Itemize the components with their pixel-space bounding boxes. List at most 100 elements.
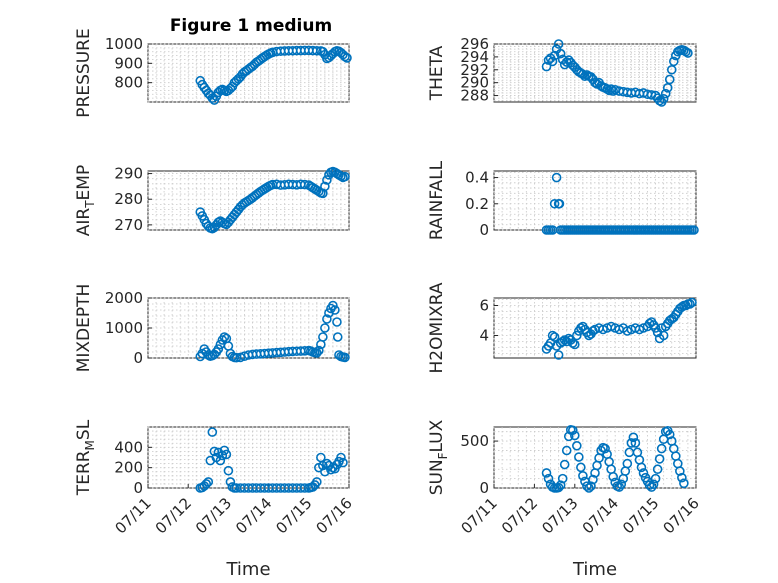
y-tick-label: 290 [114,165,143,183]
data-point [608,471,618,482]
y-tick-label: 4 [479,327,489,345]
y-tick-label: 296 [460,35,489,53]
y-tick-label: 400 [114,438,143,456]
data-point [648,479,659,490]
data-point [299,179,310,190]
data-point [630,438,641,448]
data-point [340,171,350,182]
data-point [314,345,324,356]
data-point [209,446,220,457]
data-point [588,474,598,485]
data-point [549,198,560,209]
data-point [336,452,346,463]
y-tick-label: 1000 [105,319,143,337]
data-point [600,443,610,454]
y-tick-label: 800 [114,74,143,92]
data-point [569,430,580,441]
y-axis-label: AIRTEMP [74,165,97,236]
data-point [572,330,582,341]
data-point [340,51,350,62]
data-point [541,61,552,72]
data-point [543,55,554,65]
data-point [574,452,584,462]
figure-title: Figure 1 medium [170,16,332,36]
data-point [679,478,689,489]
data-point [576,462,586,473]
data-point [547,56,558,67]
y-tick-label: 500 [460,432,489,450]
data-point [652,464,663,475]
data-point [675,466,685,476]
subplot-rainfall: 0 0.2 0.4 RAINFALL [427,160,699,240]
data-point [201,479,212,489]
data-point [677,472,687,483]
data-point [322,314,332,324]
data-point [656,443,667,454]
y-tick-label: 0 [479,479,489,497]
y-tick-label: 0.4 [465,169,489,187]
data-point [664,74,675,85]
y-tick-label: 292 [460,61,489,79]
y-tick-label: 6 [479,297,489,315]
x-tick-label: 07/13 [538,494,581,537]
x-tick-label: 07/15 [619,494,662,537]
data-point [326,464,336,475]
y-axis-label: PRESSURE [74,28,94,117]
y-tick-label: 280 [114,190,143,208]
data-point [215,455,226,466]
data-point [203,477,214,487]
x-tick-label: 07/11 [458,494,501,537]
y-tick-label: 1000 [105,35,143,53]
data-point [582,481,592,491]
data-point [332,332,343,342]
data-point [666,64,677,75]
data-point [223,465,234,476]
x-tick-label: 07/14 [232,494,275,537]
subplot-h2omixra: 4 6 H2OMIXRA [427,282,697,374]
data-point [683,48,693,58]
data-point [586,481,596,491]
y-axis-label: MIXDEPTH [74,284,94,373]
data-point [572,440,582,451]
y-axis-label: TERRMSL [74,419,97,496]
y-tick-label: 270 [114,216,143,234]
x-axis-label: Time [572,559,617,580]
data-point [340,352,350,363]
x-tick-label: 07/16 [313,494,356,537]
data-point [664,429,675,440]
data-point [328,300,338,311]
data-point [555,48,566,59]
data-point [638,468,649,478]
x-tick-label: 07/12 [498,494,541,537]
x-tick-label: 07/13 [192,494,235,537]
y-tick-label: 0 [133,479,143,497]
y-tick-label: 0.2 [465,195,489,213]
data-point [622,458,633,469]
data-point [332,317,342,327]
y-tick-label: 900 [114,54,143,72]
data-point [312,45,322,56]
x-tick-label: 07/11 [112,494,155,537]
data-point [658,330,669,341]
data-point [616,479,627,490]
data-point [551,172,562,183]
y-tick-label: 288 [460,87,489,105]
data-point [628,432,639,443]
y-axis-label: SUNFLUX [427,419,450,495]
x-tick-label: 07/12 [152,494,195,537]
data-point [668,56,679,67]
data-point [320,181,330,192]
x-tick-label: 07/14 [579,494,622,537]
y-tick-label: 290 [460,74,489,92]
data-point [636,462,647,473]
data-point [569,339,580,350]
data-point [207,427,218,437]
x-tick-label: 07/16 [660,494,703,537]
y-axis-label: H2OMIXRA [427,282,447,373]
data-point [561,445,572,456]
data-point [554,198,565,209]
data-point [547,330,558,341]
